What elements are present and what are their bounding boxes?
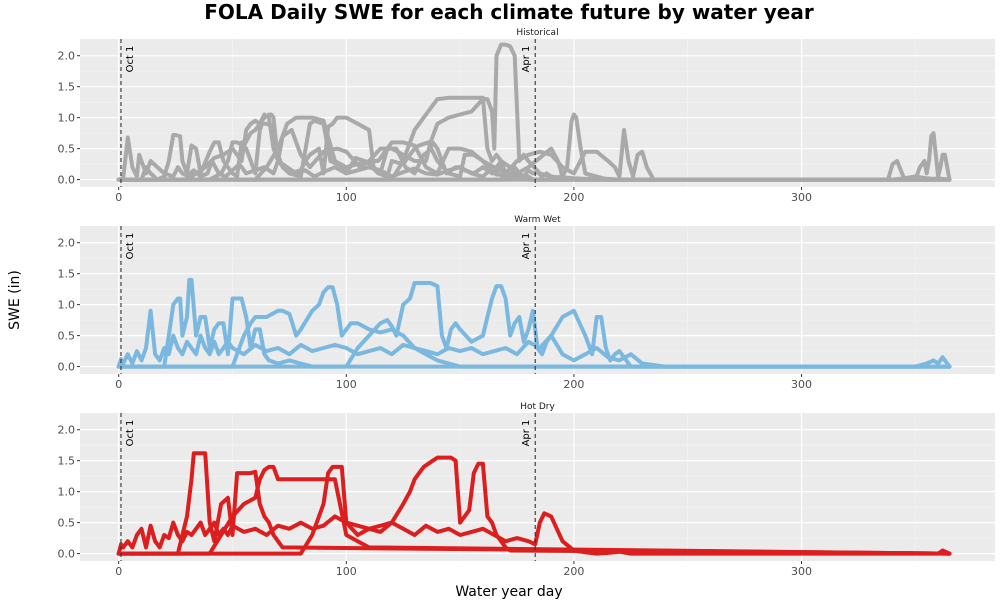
series-group xyxy=(116,451,952,556)
y-tick-label: 0.5 xyxy=(58,330,76,343)
series-line xyxy=(116,112,952,182)
panel-strip-label: Hot Dry xyxy=(520,402,555,412)
series-group xyxy=(116,42,952,182)
x-tick-label: 0 xyxy=(115,378,122,391)
series-line xyxy=(116,131,952,182)
panel-strip-label: Warm Wet xyxy=(514,215,561,225)
x-tick-label: 0 xyxy=(115,565,122,578)
y-tick-label: 1.0 xyxy=(58,486,76,499)
y-tick-label: 1.5 xyxy=(58,81,76,94)
series-line xyxy=(116,281,952,369)
y-tick-label: 0.0 xyxy=(58,174,76,187)
facet-panels: Historical 0.0 0.5 1.0 1.5 2.0 0 100 200 300 Oct 1… xyxy=(58,28,995,578)
x-tick-label: 200 xyxy=(563,191,584,204)
x-tick-label: 300 xyxy=(791,191,812,204)
x-tick-label: 300 xyxy=(791,378,812,391)
series-group xyxy=(116,277,952,369)
x-tick-label: 0 xyxy=(115,191,122,204)
reference-line-label: Apr 1 xyxy=(521,233,532,260)
y-tick-label: 2.0 xyxy=(58,50,76,63)
series-line xyxy=(116,285,952,369)
series-line xyxy=(116,455,952,556)
y-axis-label: SWE (in) xyxy=(7,270,23,330)
series-line xyxy=(116,511,952,556)
x-tick-label: 200 xyxy=(563,378,584,391)
y-tick-label: 1.0 xyxy=(58,299,76,312)
y-tick-label: 2.0 xyxy=(58,237,76,250)
x-tick-label: 200 xyxy=(563,565,584,578)
y-tick-label: 0.5 xyxy=(58,143,76,156)
y-tick-label: 2.0 xyxy=(58,424,76,437)
reference-line-label: Oct 1 xyxy=(125,420,136,447)
x-axis-label: Water year day xyxy=(455,584,562,600)
panel-strip-label: Historical xyxy=(516,28,558,38)
x-tick-label: 100 xyxy=(336,191,357,204)
series-line xyxy=(116,464,952,556)
panel-historical: Historical 0.0 0.5 1.0 1.5 2.0 0 100 200 300 Oct 1… xyxy=(58,28,995,204)
x-tick-label: 100 xyxy=(336,565,357,578)
reference-line-label: Oct 1 xyxy=(125,46,136,73)
y-tick-label: 1.5 xyxy=(58,455,76,468)
x-tick-label: 100 xyxy=(336,378,357,391)
panel-warm-wet: Warm Wet 0.0 0.5 1.0 1.5 2.0 0 100 200 300 Oct 1 Ap… xyxy=(58,215,995,391)
x-tick-label: 300 xyxy=(791,565,812,578)
reference-line-label: Oct 1 xyxy=(125,233,136,260)
reference-line-label: Apr 1 xyxy=(521,420,532,447)
y-tick-label: 1.5 xyxy=(58,268,76,281)
reference-line-label: Apr 1 xyxy=(521,46,532,73)
y-tick-label: 0.0 xyxy=(58,548,76,561)
series-line xyxy=(116,95,952,182)
y-tick-label: 1.0 xyxy=(58,112,76,125)
panel-hot-dry: Hot Dry 0.0 0.5 1.0 1.5 2.0 0 100 200 300 Oct 1 Apr… xyxy=(58,402,995,578)
y-tick-label: 0.0 xyxy=(58,361,76,374)
y-tick-label: 0.5 xyxy=(58,517,76,530)
series-line xyxy=(116,277,952,369)
panel-background xyxy=(80,39,995,187)
series-line xyxy=(116,42,952,182)
chart-title: FOLA Daily SWE for each climate future b… xyxy=(204,0,814,24)
series-line xyxy=(116,112,952,182)
